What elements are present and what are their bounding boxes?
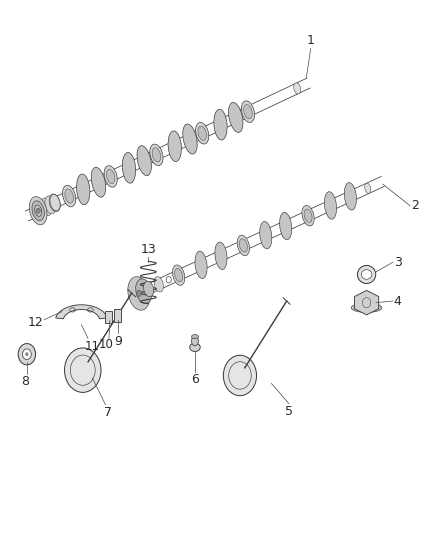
- Ellipse shape: [63, 185, 76, 207]
- Ellipse shape: [32, 201, 44, 221]
- Ellipse shape: [150, 144, 163, 166]
- Polygon shape: [354, 290, 379, 315]
- Text: 5: 5: [285, 405, 293, 418]
- Ellipse shape: [229, 102, 243, 132]
- Circle shape: [18, 344, 35, 365]
- Ellipse shape: [191, 336, 198, 346]
- Ellipse shape: [49, 194, 60, 212]
- Ellipse shape: [35, 205, 42, 216]
- Circle shape: [36, 208, 40, 213]
- Ellipse shape: [128, 277, 150, 310]
- Ellipse shape: [279, 212, 292, 240]
- Ellipse shape: [214, 109, 227, 140]
- Ellipse shape: [104, 166, 117, 187]
- FancyBboxPatch shape: [114, 309, 121, 322]
- Ellipse shape: [152, 148, 161, 162]
- Ellipse shape: [122, 152, 136, 183]
- Circle shape: [136, 290, 141, 297]
- Ellipse shape: [198, 126, 206, 140]
- Ellipse shape: [154, 277, 163, 292]
- Text: 11: 11: [85, 340, 100, 353]
- Ellipse shape: [77, 174, 90, 205]
- Ellipse shape: [137, 146, 152, 175]
- Text: 9: 9: [114, 335, 122, 348]
- Ellipse shape: [45, 196, 56, 214]
- Ellipse shape: [294, 83, 301, 94]
- Ellipse shape: [351, 303, 382, 312]
- Ellipse shape: [50, 195, 60, 211]
- Text: 3: 3: [394, 256, 402, 269]
- Ellipse shape: [191, 335, 198, 339]
- Ellipse shape: [175, 269, 183, 282]
- Ellipse shape: [29, 197, 47, 225]
- Ellipse shape: [237, 235, 250, 256]
- Ellipse shape: [91, 167, 106, 197]
- Ellipse shape: [215, 242, 227, 270]
- Circle shape: [223, 356, 257, 395]
- Polygon shape: [56, 305, 107, 319]
- Ellipse shape: [344, 183, 357, 210]
- Ellipse shape: [302, 206, 314, 226]
- Ellipse shape: [241, 101, 254, 123]
- Ellipse shape: [65, 189, 74, 203]
- Ellipse shape: [144, 281, 154, 297]
- Text: 4: 4: [394, 295, 402, 308]
- Ellipse shape: [260, 221, 272, 249]
- Ellipse shape: [173, 265, 185, 285]
- Ellipse shape: [357, 265, 376, 284]
- Ellipse shape: [190, 343, 200, 352]
- Ellipse shape: [195, 251, 207, 279]
- Ellipse shape: [365, 183, 371, 193]
- Circle shape: [25, 353, 28, 356]
- Ellipse shape: [304, 209, 312, 222]
- Ellipse shape: [361, 270, 372, 279]
- Text: 7: 7: [104, 406, 112, 419]
- Text: 10: 10: [99, 338, 113, 351]
- FancyBboxPatch shape: [106, 311, 113, 324]
- Ellipse shape: [41, 198, 52, 216]
- Ellipse shape: [168, 131, 181, 161]
- Circle shape: [22, 349, 31, 360]
- Ellipse shape: [183, 124, 197, 154]
- Text: 8: 8: [21, 375, 29, 389]
- Ellipse shape: [239, 239, 247, 252]
- Text: 1: 1: [307, 34, 314, 47]
- Text: 6: 6: [191, 373, 199, 386]
- Text: 13: 13: [141, 243, 156, 256]
- Text: 12: 12: [28, 316, 43, 329]
- Ellipse shape: [244, 104, 252, 119]
- Text: 2: 2: [411, 199, 419, 212]
- Ellipse shape: [136, 279, 152, 304]
- Ellipse shape: [196, 123, 209, 144]
- Circle shape: [64, 348, 101, 392]
- Ellipse shape: [325, 192, 336, 219]
- Ellipse shape: [106, 169, 115, 183]
